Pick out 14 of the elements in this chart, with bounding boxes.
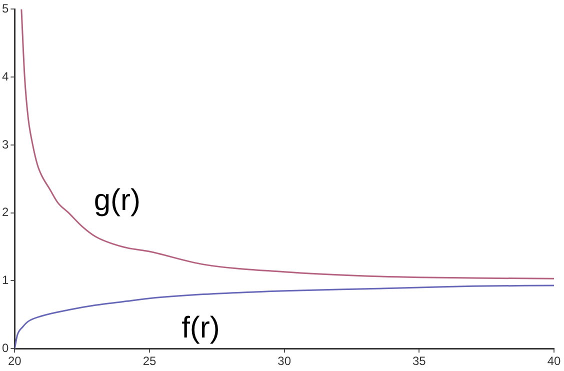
x-tick-label: 40 xyxy=(547,354,561,368)
x-tick-label: 35 xyxy=(412,354,426,368)
x-tick-label: 25 xyxy=(142,354,156,368)
y-tick-label: 2 xyxy=(2,205,9,220)
x-tick-label: 30 xyxy=(278,354,292,368)
y-tick-label: 3 xyxy=(2,137,9,152)
y-tick-label: 4 xyxy=(2,69,9,84)
y-tick-label: 5 xyxy=(2,2,9,16)
x-tick-label: 20 xyxy=(8,354,22,368)
series-label: f(r) xyxy=(182,312,220,345)
series-label: g(r) xyxy=(94,184,140,218)
y-tick-label: 0 xyxy=(2,340,9,355)
y-tick-label: 1 xyxy=(2,273,9,288)
line-series xyxy=(20,9,554,280)
